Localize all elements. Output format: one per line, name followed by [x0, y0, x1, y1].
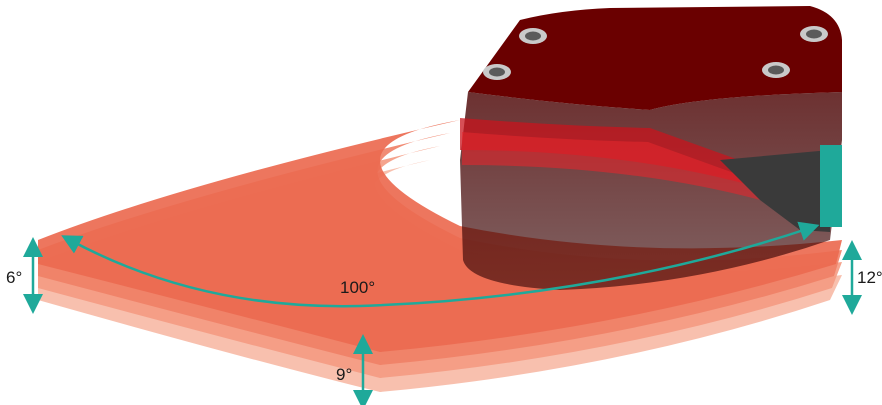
sensor-housing: [460, 6, 842, 290]
horizontal-angle-label: 100°: [340, 278, 375, 297]
screw-hole-3: [483, 64, 511, 80]
connector-plug: [820, 145, 842, 227]
sensor-dark-base: [720, 150, 830, 232]
screw-hole-4: [762, 62, 790, 78]
right-angle-label: 12°: [857, 268, 882, 287]
bottom-angle-label: 9°: [336, 365, 352, 384]
horizontal-angle-arc: [61, 221, 820, 308]
screw-hole-1: [519, 28, 547, 44]
sensor-red-window-inner: [462, 132, 795, 210]
left-angle-label: 6°: [6, 268, 22, 287]
sensor-top-face: [468, 6, 842, 110]
screw-hole-2: [800, 26, 828, 42]
